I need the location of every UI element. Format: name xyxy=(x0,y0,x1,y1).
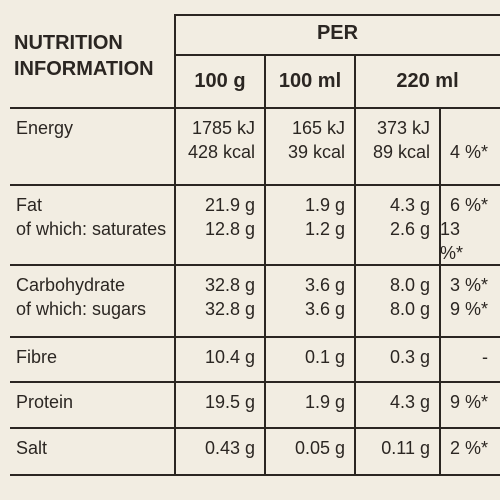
row-label: Fat of which: saturates xyxy=(16,193,174,241)
value: 0.05 g xyxy=(294,438,345,458)
value: 1785 kJ xyxy=(191,118,255,138)
rule xyxy=(175,54,500,56)
value: 32.8 g xyxy=(204,275,255,295)
rule xyxy=(10,184,500,186)
value: 4 %* xyxy=(449,142,488,162)
label-line: Carbohydrate xyxy=(16,275,126,295)
column-header: 100 g xyxy=(175,68,265,94)
label-line: Fat xyxy=(16,195,43,215)
rule xyxy=(175,14,500,16)
value: 3.6 g xyxy=(304,299,345,319)
value: 0.11 g xyxy=(381,438,430,458)
per-header: PER xyxy=(175,20,500,46)
rule xyxy=(354,54,356,475)
value-cell: 0.43 g xyxy=(175,436,255,460)
column: 100 ml xyxy=(278,70,342,92)
value: 1.2 g xyxy=(304,219,345,239)
value-cell: 10.4 g xyxy=(175,345,255,369)
row-label: Carbohydrate of which: sugars xyxy=(16,273,174,321)
label-line: Salt xyxy=(16,438,48,458)
value-cell: 6 %* 13 %* xyxy=(440,193,488,265)
label-line: of which: saturates xyxy=(16,219,167,239)
value: 8.0 g xyxy=(389,299,430,319)
title: NUTRITION INFORMATION xyxy=(14,30,174,82)
value: 32.8 g xyxy=(204,299,255,319)
value: 9 %* xyxy=(449,299,488,319)
per: PER xyxy=(316,22,359,44)
row-label: Protein xyxy=(16,390,174,414)
value: 1.9 g xyxy=(304,392,345,412)
value: 39 kcal xyxy=(287,142,345,162)
value-cell: 1.9 g 1.2 g xyxy=(265,193,345,241)
column-header: 100 ml xyxy=(265,68,355,94)
value-cell: 0.1 g xyxy=(265,345,345,369)
value-cell: 8.0 g 8.0 g xyxy=(355,273,430,321)
rule xyxy=(174,14,176,475)
title-line: INFORMATION xyxy=(14,58,154,80)
title-line: NUTRITION xyxy=(14,32,123,54)
value: 6 %* xyxy=(449,195,488,215)
value-cell: 2 %* xyxy=(440,436,488,460)
rule xyxy=(10,381,500,383)
value: 12.8 g xyxy=(204,219,255,239)
value: 10.4 g xyxy=(204,347,255,367)
column: 100 g xyxy=(194,70,246,92)
rule xyxy=(10,336,500,338)
rule xyxy=(10,264,500,266)
value: - xyxy=(482,347,488,367)
row-label: Fibre xyxy=(16,345,174,369)
value: 4.3 g xyxy=(389,392,430,412)
value-cell: 165 kJ 39 kcal xyxy=(265,116,345,164)
value-cell: 4 %* xyxy=(440,140,488,164)
value: 0.1 g xyxy=(304,347,345,367)
value: 2 %* xyxy=(449,438,488,458)
value-cell: 0.05 g xyxy=(265,436,345,460)
value-cell: 32.8 g 32.8 g xyxy=(175,273,255,321)
value: 428 kcal xyxy=(187,142,255,162)
value-cell: 373 kJ 89 kcal xyxy=(355,116,430,164)
value-cell: 21.9 g 12.8 g xyxy=(175,193,255,241)
rule xyxy=(439,108,441,475)
value: 3 %* xyxy=(449,275,488,295)
label-line: of which: sugars xyxy=(16,299,147,319)
value-cell: 1.9 g xyxy=(265,390,345,414)
value-cell: 0.11 g xyxy=(355,436,430,460)
value: 2.6 g xyxy=(389,219,430,239)
value-cell: - xyxy=(440,345,488,369)
value: 13 %* xyxy=(440,219,464,263)
value: 0.43 g xyxy=(204,438,255,458)
value-cell: 0.3 g xyxy=(355,345,430,369)
value: 3.6 g xyxy=(304,275,345,295)
value-cell: 19.5 g xyxy=(175,390,255,414)
rule xyxy=(10,474,500,476)
rule xyxy=(264,54,266,475)
column-header: 220 ml xyxy=(355,68,500,94)
value: 165 kJ xyxy=(291,118,345,138)
value: 9 %* xyxy=(449,392,488,412)
label-line: Protein xyxy=(16,392,74,412)
rule xyxy=(10,107,500,109)
value: 0.3 g xyxy=(389,347,430,367)
rule xyxy=(10,427,500,429)
value-cell: 3.6 g 3.6 g xyxy=(265,273,345,321)
label-line: Energy xyxy=(16,118,74,138)
value: 373 kJ xyxy=(376,118,430,138)
value: 4.3 g xyxy=(389,195,430,215)
value: 19.5 g xyxy=(204,392,255,412)
value-cell: 3 %* 9 %* xyxy=(440,273,488,321)
label-line: Fibre xyxy=(16,347,58,367)
row-label: Salt xyxy=(16,436,174,460)
column: 220 ml xyxy=(396,70,459,92)
value: 89 kcal xyxy=(372,142,430,162)
value-cell: 4.3 g xyxy=(355,390,430,414)
value-cell: 9 %* xyxy=(440,390,488,414)
value: 8.0 g xyxy=(389,275,430,295)
value-cell: 1785 kJ 428 kcal xyxy=(175,116,255,164)
row-label: Energy xyxy=(16,116,174,140)
value: 21.9 g xyxy=(204,195,255,215)
value: 1.9 g xyxy=(304,195,345,215)
value-cell: 4.3 g 2.6 g xyxy=(355,193,430,241)
